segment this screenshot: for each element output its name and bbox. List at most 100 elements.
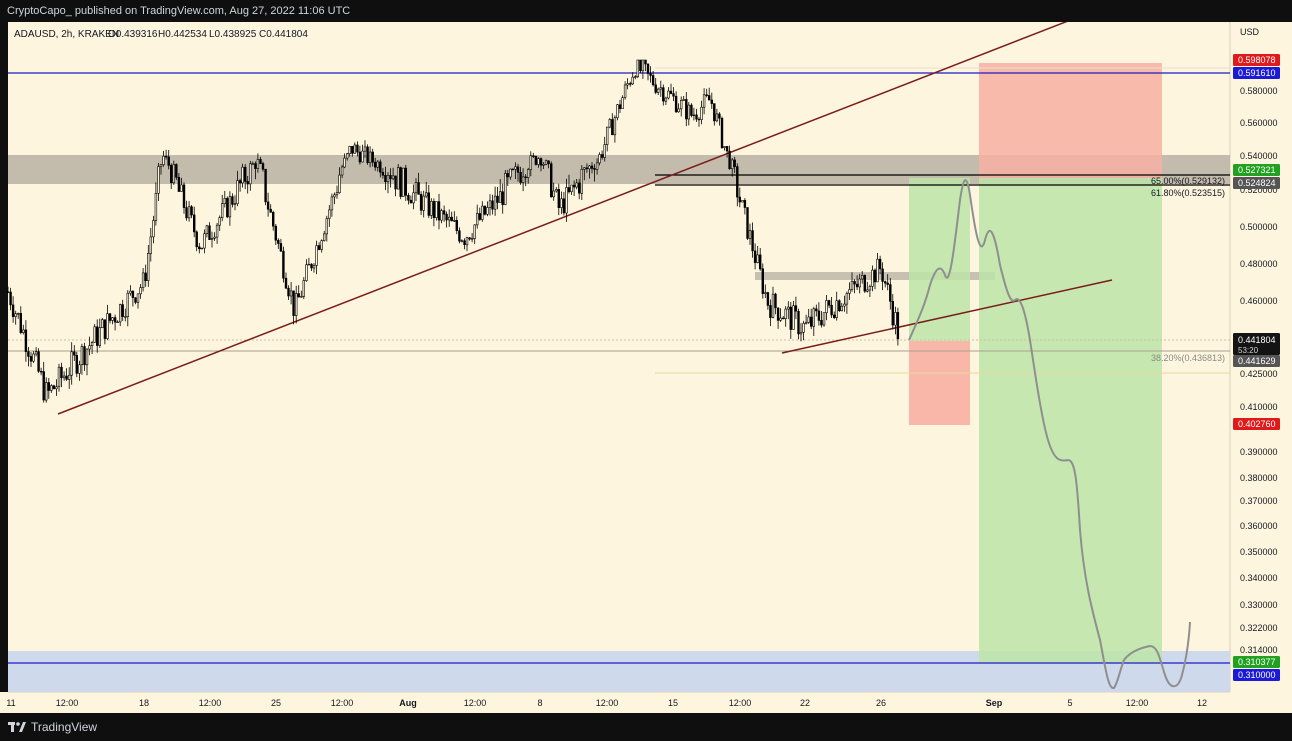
- candle-body: [883, 281, 887, 284]
- candle-body: [182, 184, 186, 208]
- candle-body: [873, 269, 877, 283]
- candle-body: [868, 286, 872, 291]
- candle-body: [713, 103, 716, 122]
- candle-body: [835, 300, 838, 318]
- candle-body: [659, 87, 663, 90]
- candle-body: [134, 297, 137, 303]
- candle-body: [669, 90, 673, 94]
- candle-body: [231, 196, 234, 205]
- candle-body: [863, 275, 867, 292]
- candle-body: [185, 207, 188, 219]
- local-trendline[interactable]: [781, 279, 1113, 354]
- candle-body: [340, 166, 344, 176]
- candle-body: [860, 275, 864, 280]
- candle-body: [764, 292, 767, 294]
- candle-body: [328, 209, 331, 219]
- x-tick-label-3: 12:00: [199, 698, 222, 708]
- candle-body: [682, 99, 685, 101]
- candle-body: [335, 192, 339, 196]
- candle-body: [804, 322, 808, 324]
- candle-body: [353, 144, 356, 154]
- candle-body: [787, 306, 790, 310]
- candle-body: [187, 206, 191, 219]
- candle-body: [170, 165, 173, 184]
- candle-body: [845, 293, 849, 305]
- candle-body: [101, 319, 104, 329]
- candle-body: [593, 168, 596, 170]
- candle-body: [85, 348, 89, 366]
- candle-body: [50, 385, 53, 391]
- candle-body: [623, 84, 627, 98]
- candle-body: [98, 327, 102, 346]
- candle-body: [226, 198, 229, 218]
- candle-body: [256, 159, 260, 169]
- candle-body: [162, 155, 165, 165]
- candle-body: [733, 159, 736, 167]
- y-tick-label-3: 0.520000: [1240, 185, 1278, 195]
- x-tick-label-16: 12:00: [1126, 698, 1149, 708]
- candle-body: [195, 231, 198, 248]
- candle-body: [19, 313, 22, 333]
- candle-body: [751, 230, 754, 252]
- candle-body: [254, 163, 257, 169]
- candle-body: [75, 354, 79, 374]
- candle-body: [121, 304, 124, 317]
- candle-body: [853, 281, 856, 285]
- candle-body: [322, 233, 326, 241]
- price-label-2: 0.527321: [1238, 165, 1276, 175]
- candle-body: [27, 351, 30, 357]
- projection-path[interactable]: [908, 179, 1191, 689]
- candle-body: [532, 155, 535, 157]
- candle-body: [809, 316, 813, 327]
- candle-body: [294, 293, 298, 316]
- candle-body: [611, 119, 614, 136]
- tradingview-logo[interactable]: TradingView: [8, 720, 97, 734]
- candle-body: [526, 169, 530, 179]
- candle-body: [190, 206, 193, 216]
- footer-bar: TradingView: [0, 713, 1292, 741]
- price-label-bg-4: [1233, 333, 1280, 355]
- price-label-bg-7: [1233, 656, 1280, 668]
- candle-body: [269, 208, 272, 213]
- candle-body: [333, 194, 336, 198]
- candle-body: [44, 382, 48, 401]
- candle-body: [771, 293, 775, 318]
- candle-body: [419, 194, 423, 211]
- y-tick-label-12: 0.360000: [1240, 521, 1278, 531]
- candle-body: [850, 281, 854, 290]
- candle-body: [807, 316, 810, 323]
- candle-body: [435, 201, 438, 219]
- candle-body: [427, 192, 430, 216]
- ascending-trendline[interactable]: [57, 22, 1068, 415]
- candle-body: [470, 238, 474, 240]
- candle-body: [210, 238, 214, 240]
- candle-body: [55, 386, 58, 390]
- candle-body: [741, 200, 744, 203]
- candle-body: [894, 312, 897, 326]
- candle-body: [756, 254, 759, 263]
- legend-high: H0.442534: [158, 29, 207, 40]
- candle-body: [881, 268, 884, 282]
- y-tick-label-5: 0.480000: [1240, 259, 1278, 269]
- candle-body: [577, 182, 581, 194]
- candle-body: [654, 84, 657, 93]
- candle-body: [799, 331, 803, 335]
- candle-body: [743, 200, 747, 208]
- candle-body: [488, 200, 492, 208]
- candle-body: [11, 304, 15, 317]
- candle-body: [358, 151, 362, 163]
- candle-body: [774, 293, 777, 309]
- candle-body: [57, 366, 61, 388]
- candle-body: [345, 153, 349, 159]
- candle-body: [702, 94, 706, 108]
- candle-body: [24, 329, 28, 352]
- candle-body: [317, 245, 321, 250]
- candle-body: [491, 200, 494, 210]
- candle-body: [300, 296, 303, 298]
- x-tick-label-11: 12:00: [729, 698, 752, 708]
- publish-info: CryptoCapo_ published on TradingView.com…: [7, 5, 351, 17]
- candle-body: [113, 317, 117, 323]
- candle-body: [644, 59, 647, 65]
- price-chart[interactable]: ADAUSD, 2h, KRAKEN O0.439316 H0.442534 L…: [0, 22, 1292, 713]
- candle-body: [830, 304, 833, 316]
